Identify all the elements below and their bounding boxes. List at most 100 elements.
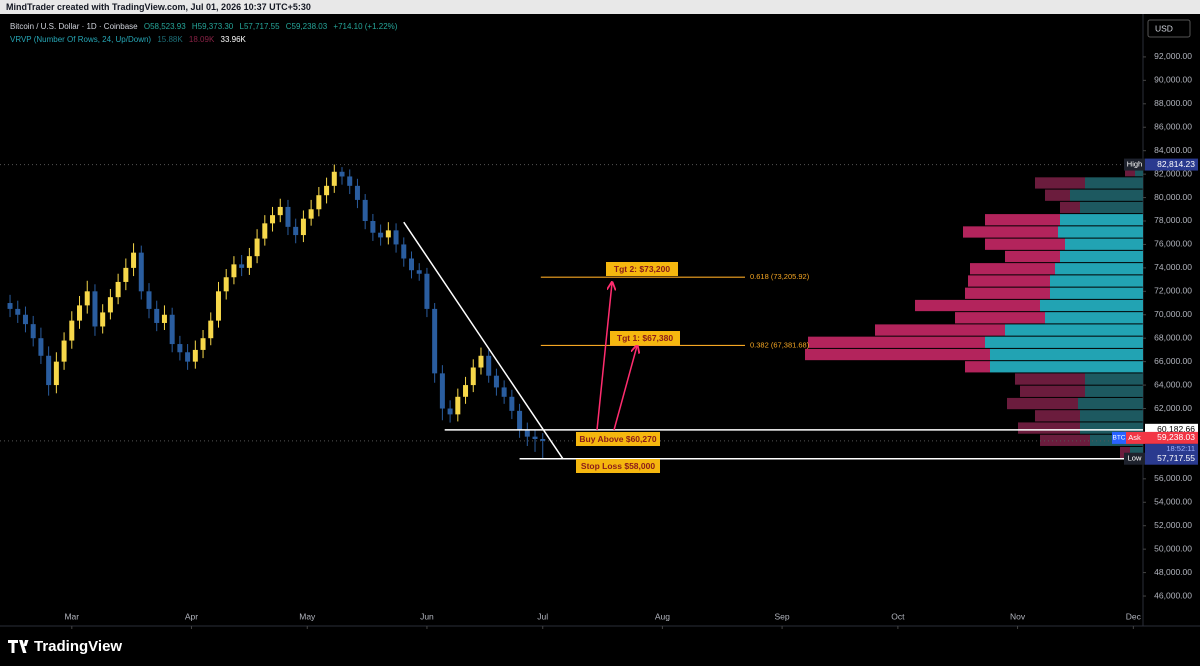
- candle-body: [293, 226, 299, 236]
- y-tick-label: 54,000.00: [1154, 497, 1192, 507]
- profile-down: [1040, 434, 1090, 446]
- annotation-box: [610, 331, 680, 345]
- quote: C59,238.03: [285, 22, 328, 31]
- price-badge-name-bg: [1124, 431, 1145, 444]
- candle-body: [61, 340, 67, 362]
- price-badge-name: Low: [1128, 454, 1142, 463]
- quote: O58,523.93: [143, 22, 186, 31]
- y-tick-label: 90,000.00: [1154, 75, 1192, 85]
- profile-down: [808, 336, 985, 348]
- candle-body: [285, 206, 291, 227]
- price-badge-name-bg: [1124, 452, 1145, 465]
- y-tick-label: 62,000.00: [1154, 403, 1192, 413]
- candle-body: [393, 230, 399, 245]
- candle-body: [138, 252, 144, 292]
- currency[interactable]: USD: [1155, 23, 1173, 33]
- annotation: Tgt 1: $67,380: [617, 333, 673, 343]
- candle-body: [177, 344, 183, 353]
- candle-body: [7, 303, 13, 309]
- candle-body: [432, 308, 438, 374]
- x-tick-label: Jul: [537, 611, 548, 621]
- candle-body: [324, 185, 330, 196]
- profile-up: [1055, 263, 1143, 275]
- candle-body: [532, 436, 538, 439]
- credit: MindTrader created with TradingView.com,…: [6, 2, 311, 12]
- profile-down: [1020, 385, 1085, 397]
- y-tick-label: 74,000.00: [1154, 262, 1192, 272]
- candle-body: [362, 199, 368, 221]
- quote: H59,373.30: [191, 22, 234, 31]
- x-tick-label: Aug: [655, 611, 670, 621]
- candle-body: [501, 387, 507, 397]
- x-tick-label: Apr: [185, 611, 198, 621]
- candle-body: [223, 277, 229, 292]
- candle-body: [447, 408, 453, 415]
- candle-body: [123, 267, 129, 282]
- candle-body: [254, 238, 260, 257]
- x-tick-label: Mar: [64, 611, 79, 621]
- profile-up: [1005, 324, 1143, 336]
- candle-body: [169, 314, 175, 345]
- profile-up: [985, 336, 1143, 348]
- candle-body: [46, 355, 52, 386]
- candle-body: [408, 258, 414, 271]
- candle-body: [77, 305, 83, 321]
- candle-body: [154, 308, 160, 323]
- arrow: [596, 283, 612, 431]
- quote-change: +714.10 (+1.22%): [333, 22, 398, 31]
- candle-body: [300, 218, 306, 236]
- candle-body: [493, 375, 499, 388]
- x-tick-label: Jun: [420, 611, 434, 621]
- annotation: Buy Above $60,270: [579, 434, 656, 444]
- profile-up: [1085, 373, 1143, 385]
- footer-logo: [8, 640, 29, 653]
- candle-body: [262, 223, 268, 239]
- price-badge-name: Ask: [1128, 433, 1141, 442]
- x-tick-label: Dec: [1126, 611, 1142, 621]
- profile-down: [955, 312, 1045, 324]
- y-tick-label: 78,000.00: [1154, 215, 1192, 225]
- profile-down: [965, 361, 990, 373]
- y-tick-label: 76,000.00: [1154, 239, 1192, 249]
- annotation-box: [576, 459, 660, 473]
- price-badge-name: High: [1127, 160, 1142, 169]
- profile-down: [1015, 373, 1085, 385]
- profile-up: [1058, 226, 1143, 238]
- profile-up: [990, 348, 1143, 361]
- indicator-name: VRVP (Number Of Rows, 24, Up/Down): [10, 35, 152, 44]
- y-tick-label: 84,000.00: [1154, 145, 1192, 155]
- candle-body: [540, 438, 546, 441]
- candle-body: [92, 291, 98, 327]
- candle-body: [208, 320, 214, 339]
- candle-body: [509, 396, 515, 411]
- legend: Bitcoin / U.S. Dollar · 1D · Coinbase O5…: [10, 20, 401, 46]
- y-tick-label: 50,000.00: [1154, 543, 1192, 553]
- candle-body: [439, 373, 445, 409]
- countdown-bg: [1145, 443, 1198, 454]
- profile-down: [1005, 250, 1060, 263]
- candle-body: [370, 220, 376, 233]
- y-tick-label: 64,000.00: [1154, 379, 1192, 389]
- indicator-line: VRVP (Number Of Rows, 24, Up/Down) 15.88…: [10, 33, 401, 46]
- candle-body: [231, 264, 237, 278]
- profile-up: [1070, 189, 1143, 201]
- profile-down: [1120, 446, 1130, 459]
- price-badge-label: 82,814.23: [1157, 159, 1195, 169]
- profile-up: [1050, 275, 1143, 287]
- currency-button[interactable]: [1147, 19, 1191, 38]
- annotation-box: [606, 262, 678, 276]
- annotation: Stop Loss $58,000: [581, 461, 655, 471]
- fib-label: 0.618 (73,205.92): [750, 272, 810, 281]
- profile-down: [805, 348, 990, 361]
- candle-body: [316, 195, 322, 210]
- candle-body: [146, 291, 152, 309]
- price-badge-label: 57,717.55: [1157, 453, 1195, 463]
- profile-down: [968, 275, 1050, 287]
- y-tick-label: 52,000.00: [1154, 520, 1192, 530]
- candle-body: [354, 185, 360, 200]
- y-tick-label: 82,000.00: [1154, 168, 1192, 178]
- candle-body: [378, 232, 384, 238]
- candle-body: [401, 244, 407, 259]
- candle-body: [277, 206, 283, 216]
